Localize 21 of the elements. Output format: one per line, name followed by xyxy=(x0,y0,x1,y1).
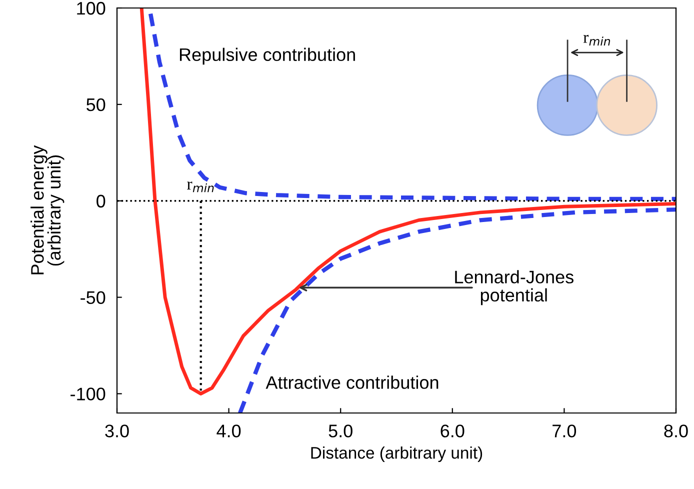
y-tick-label: -100 xyxy=(70,388,106,400)
x-tick-label: 4.0 xyxy=(216,424,241,438)
y-tick-label: -50 xyxy=(80,291,106,304)
x-tick-label: 5.0 xyxy=(328,424,352,438)
annotation: Attractive contribution xyxy=(266,376,438,389)
annotation: Repulsive contribution xyxy=(180,48,355,65)
y-tick-label: 50 xyxy=(86,98,106,112)
x-tick-label: 7.0 xyxy=(552,424,576,438)
y-axis-title: Potential energy (arbitrary unit) xyxy=(30,145,64,274)
x-tick-label: 6.0 xyxy=(440,424,464,438)
line-series xyxy=(238,207,676,413)
x-tick-label: 3.0 xyxy=(105,424,129,438)
line-series xyxy=(140,8,676,396)
ref-line-label: r$_{min}$ xyxy=(187,182,214,192)
annotation: Lennard-Jones potential xyxy=(455,270,574,306)
x-axis-title: Distance (arbitrary unit) xyxy=(311,446,482,462)
annotation: r$_{min}$ xyxy=(583,34,610,46)
x-tick-label: 8.0 xyxy=(664,424,688,438)
y-tick-label: 0 xyxy=(96,194,106,208)
y-tick-label: 100 xyxy=(77,2,106,15)
line-series xyxy=(148,12,676,202)
